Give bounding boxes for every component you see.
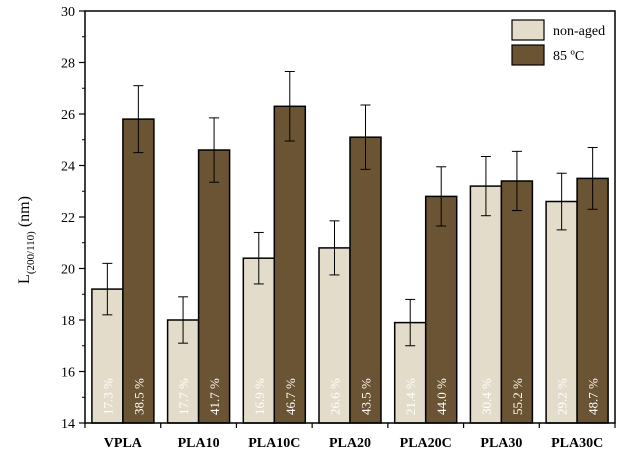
legend-swatch-non-aged [512, 20, 544, 40]
y-tick-label-20: 20 [61, 263, 75, 278]
bar-label-pla20-s0: 26.6 % [328, 378, 343, 415]
y-tick-label-22: 22 [61, 211, 75, 226]
bar-label-pla30-s1: 55.2 % [510, 378, 525, 415]
bar-label-vpla-s0: 17.3 % [100, 378, 115, 415]
bar-label-pla20c-s1: 44.0 % [434, 378, 449, 415]
y-tick-label-16: 16 [61, 366, 75, 381]
bar-label-pla30c-s1: 48.7 % [586, 378, 601, 415]
y-tick-label-24: 24 [61, 160, 75, 175]
x-tick-label-pla30c: PLA30C [551, 436, 603, 451]
x-tick-label-pla10: PLA10 [178, 436, 220, 451]
bar-label-pla10c-s0: 16.9 % [252, 378, 267, 415]
y-tick-label-14: 14 [61, 417, 75, 432]
x-tick-label-vpla: VPLA [104, 436, 143, 451]
y-axis-title-subscript: (200/110) [25, 231, 37, 274]
y-tick-label-18: 18 [61, 314, 75, 329]
y-tick-label-28: 28 [61, 57, 75, 72]
bar-label-pla20-s1: 43.5 % [359, 378, 374, 415]
y-tick-label-26: 26 [61, 108, 75, 123]
y-axis-title-unit: (nm) [16, 196, 33, 231]
x-tick-label-pla20: PLA20 [329, 436, 371, 451]
bar-label-pla30-s0: 30.4 % [479, 378, 494, 415]
y-axis-title: L(200/110) (nm) [16, 196, 37, 284]
bar-label-pla20c-s0: 21.4 % [403, 378, 418, 415]
x-tick-label-pla30: PLA30 [480, 436, 522, 451]
legend-swatch-85c [512, 45, 544, 65]
bar-label-pla30c-s0: 29.2 % [555, 378, 570, 415]
bar-label-pla10c-s1: 46.7 % [283, 378, 298, 415]
y-axis-title-main: L [16, 274, 33, 284]
x-tick-label-pla10c: PLA10C [248, 436, 300, 451]
bar-label-pla10-s0: 17.7 % [176, 378, 191, 415]
legend-label-85c: 85 ºC [553, 49, 584, 64]
bar-label-vpla-s1: 38.5 % [131, 378, 146, 415]
x-tick-label-pla20c: PLA20C [400, 436, 452, 451]
bar-label-pla10-s1: 41.7 % [207, 378, 222, 415]
bar-pla10c-s1 [274, 106, 305, 423]
legend: non-aged 85 ºC [512, 20, 605, 65]
bar-vpla-s1 [123, 119, 154, 423]
bars-layer [92, 106, 608, 423]
y-tick-label-30: 30 [61, 5, 75, 20]
legend-label-non-aged: non-aged [553, 24, 605, 39]
